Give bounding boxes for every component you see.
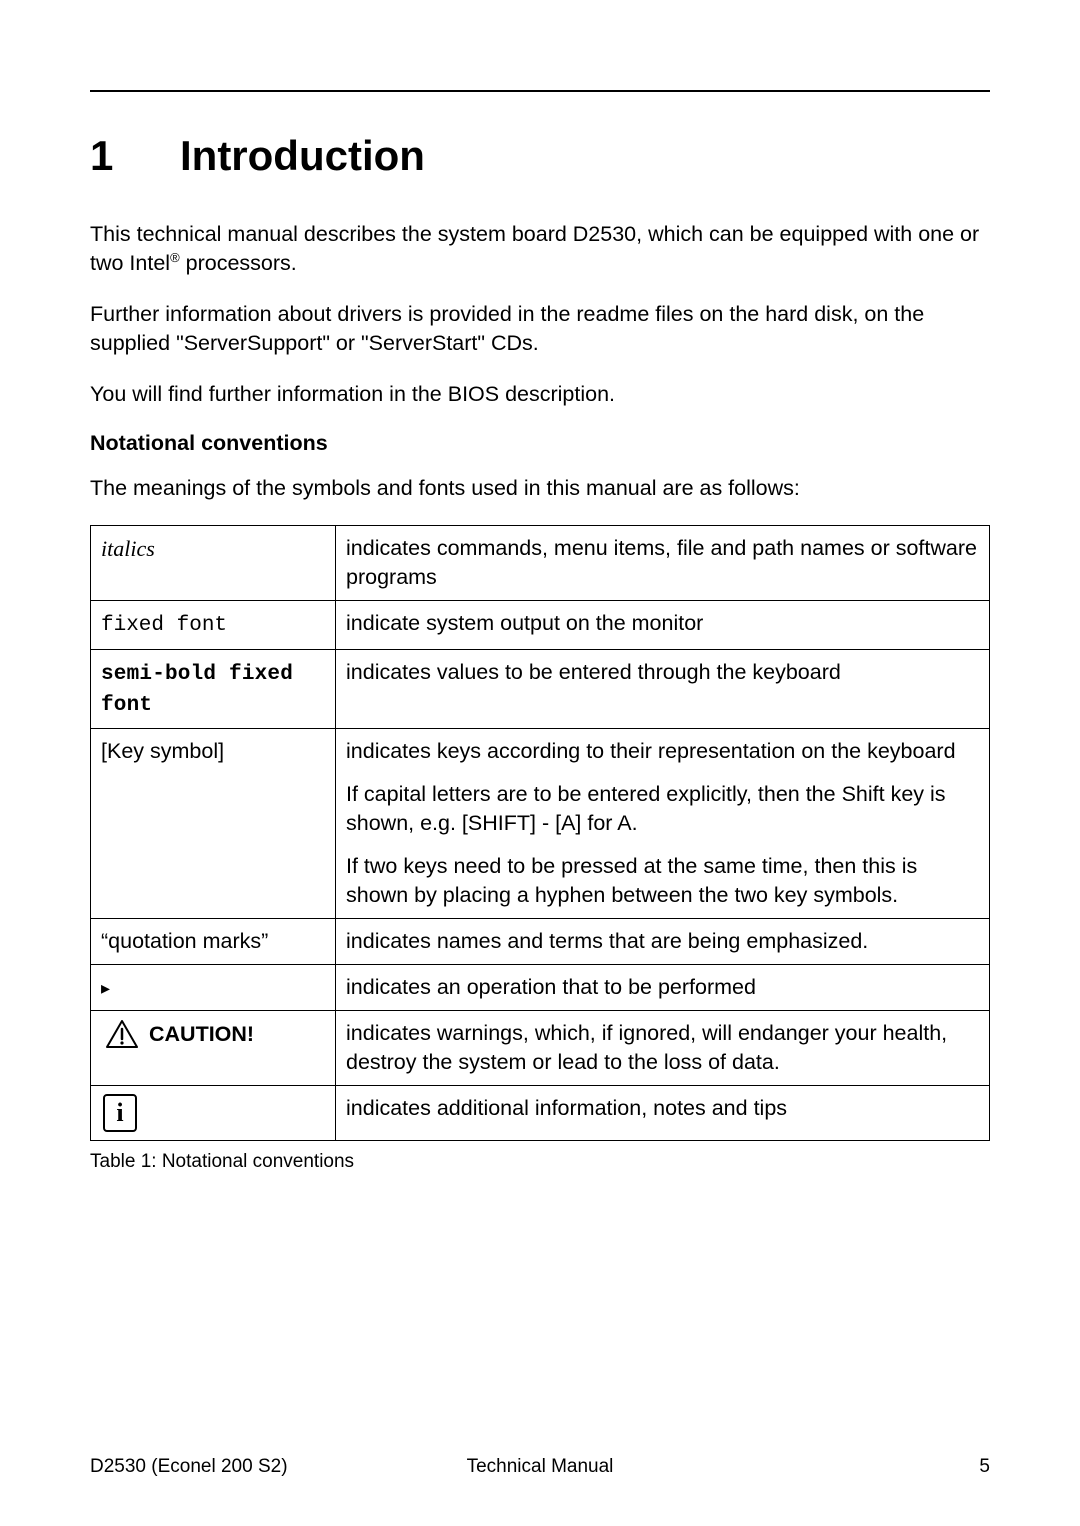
table-row: “quotation marks” indicates names and te… xyxy=(91,919,990,965)
fixed-font-sample: fixed font xyxy=(101,614,227,637)
table-row: [Key symbol] indicates keys according to… xyxy=(91,729,990,919)
key-desc-2: If capital letters are to be entered exp… xyxy=(346,780,979,838)
info-icon: i xyxy=(103,1094,137,1132)
cell-key-label: [Key symbol] xyxy=(91,729,336,919)
cell-italics-desc: indicates commands, menu items, file and… xyxy=(336,526,990,601)
cell-semibold-desc: indicates values to be entered through t… xyxy=(336,649,990,729)
semibold-fixed-sample: semi-bold fixed font xyxy=(101,663,293,717)
table-row: fixed font indicate system output on the… xyxy=(91,601,990,649)
cell-info-desc: indicates additional information, notes … xyxy=(336,1086,990,1141)
notational-conventions-heading: Notational conventions xyxy=(90,431,990,456)
cell-fixed-label: fixed font xyxy=(91,601,336,649)
cell-triangle-label: ▸ xyxy=(91,965,336,1011)
table-row: semi-bold fixed font indicates values to… xyxy=(91,649,990,729)
cell-fixed-desc: indicate system output on the monitor xyxy=(336,601,990,649)
cell-caution-desc: indicates warnings, which, if ignored, w… xyxy=(336,1011,990,1086)
caution-icon xyxy=(105,1019,139,1049)
info-i-glyph: i xyxy=(116,1100,123,1126)
cell-key-desc: indicates keys according to their repres… xyxy=(336,729,990,919)
cell-quotes-desc: indicates names and terms that are being… xyxy=(336,919,990,965)
cell-info-label: i xyxy=(91,1086,336,1141)
cell-semibold-label: semi-bold fixed font xyxy=(91,649,336,729)
cell-triangle-desc: indicates an operation that to be perfor… xyxy=(336,965,990,1011)
intro-paragraph-3: You will find further information in the… xyxy=(90,380,990,409)
cell-quotes-label: “quotation marks” xyxy=(91,919,336,965)
caution-label-text: CAUTION! xyxy=(149,1020,254,1049)
key-desc-3: If two keys need to be pressed at the sa… xyxy=(346,852,979,910)
cell-italics-label: italics xyxy=(91,526,336,601)
table-row: CAUTION! indicates warnings, which, if i… xyxy=(91,1011,990,1086)
table-row: ▸ indicates an operation that to be perf… xyxy=(91,965,990,1011)
top-rule xyxy=(90,90,990,92)
notational-conventions-table: italics indicates commands, menu items, … xyxy=(90,525,990,1141)
table-caption: Table 1: Notational conventions xyxy=(90,1151,990,1173)
cell-caution-label: CAUTION! xyxy=(91,1011,336,1086)
table-row: italics indicates commands, menu items, … xyxy=(91,526,990,601)
page-footer: D2530 (Econel 200 S2) Technical Manual 5 xyxy=(90,1456,990,1478)
table-row: i indicates additional information, note… xyxy=(91,1086,990,1141)
chapter-heading: 1 Introduction xyxy=(90,132,990,180)
p1-text-b: processors. xyxy=(180,251,297,275)
footer-page-number: 5 xyxy=(979,1456,990,1478)
footer-left: D2530 (Econel 200 S2) xyxy=(90,1456,288,1478)
chapter-title: Introduction xyxy=(180,132,425,180)
key-desc-1: indicates keys according to their repres… xyxy=(346,737,979,766)
notational-conventions-lead: The meanings of the symbols and fonts us… xyxy=(90,474,990,503)
registered-symbol: ® xyxy=(170,250,180,265)
intro-paragraph-2: Further information about drivers is pro… xyxy=(90,300,990,358)
intro-paragraph-1: This technical manual describes the syst… xyxy=(90,220,990,278)
italics-sample: italics xyxy=(101,536,155,561)
chapter-number: 1 xyxy=(90,132,180,180)
triangle-icon: ▸ xyxy=(101,979,110,997)
